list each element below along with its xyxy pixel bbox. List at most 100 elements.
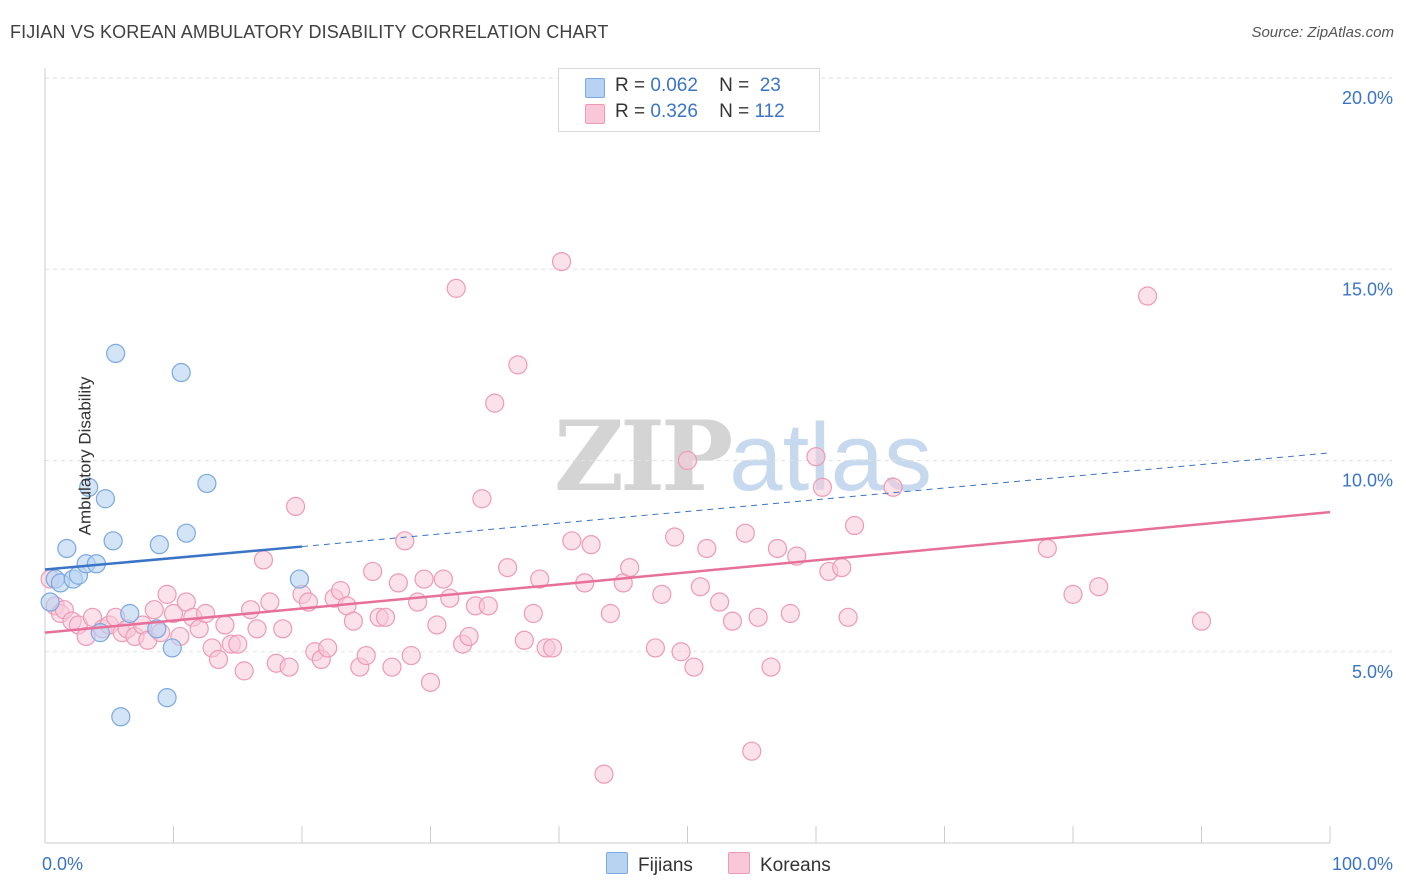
fijian-point <box>176 523 196 543</box>
fijians-n-value: 23 <box>759 75 781 96</box>
fijian-point <box>106 343 126 363</box>
korean-point <box>208 649 229 670</box>
korean-point <box>440 588 460 608</box>
korean-point <box>1063 584 1083 604</box>
korean-point <box>446 278 466 298</box>
korean-point <box>697 538 717 559</box>
x-tick-label: 0.0% <box>42 854 83 874</box>
korean-point <box>247 619 267 639</box>
source-label: Source: ZipAtlas.com <box>1251 24 1394 41</box>
korean-point <box>722 611 743 631</box>
chart-title: FIJIAN VS KOREAN AMBULATORY DISABILITY C… <box>10 22 609 42</box>
korean-point <box>761 657 781 677</box>
korean-point <box>163 603 184 624</box>
correlation-legend: R = 0.062 N = 23 R = 0.326 N = 112 <box>558 68 820 132</box>
korean-point <box>1089 577 1109 597</box>
korean-point <box>684 657 704 677</box>
fijians-r-value: 0.062 <box>650 75 698 96</box>
fijian-point <box>171 362 191 383</box>
korean-point <box>780 603 800 624</box>
fijian-point <box>111 707 131 727</box>
korean-point <box>408 592 428 612</box>
legend-koreans-swatch <box>728 852 750 874</box>
korean-point <box>812 477 833 497</box>
korean-point <box>401 645 421 666</box>
korean-point <box>767 538 788 559</box>
korean-point <box>363 561 383 582</box>
koreans-n-value: 112 <box>754 101 785 122</box>
korean-point <box>806 447 826 467</box>
korean-point <box>832 557 852 578</box>
korean-point <box>459 626 479 647</box>
fijian-point <box>120 603 140 624</box>
korean-point <box>742 741 762 761</box>
korean-point <box>844 515 865 536</box>
korean-point <box>1191 611 1212 631</box>
korean-point <box>228 634 248 654</box>
koreans-swatch <box>585 104 605 124</box>
korean-trend-line <box>44 510 1331 634</box>
fijian-point <box>157 688 177 708</box>
korean-point <box>671 642 691 662</box>
korean-point <box>215 615 235 635</box>
fijian-point <box>103 531 123 551</box>
korean-point <box>253 550 274 570</box>
legend-fijians-label: Fijians <box>638 855 693 876</box>
watermark: ZIPatlas <box>554 400 932 513</box>
koreans-r-value: 0.326 <box>650 101 698 122</box>
koreans-r-label: R = <box>615 101 646 122</box>
korean-point <box>652 584 672 604</box>
fijian-point <box>149 535 169 555</box>
fijian-trend-extension <box>301 452 1331 548</box>
legend-item-koreans: Koreans <box>728 852 831 877</box>
korean-point <box>472 489 492 509</box>
korean-point <box>234 661 254 681</box>
korean-point <box>551 252 572 272</box>
korean-point <box>279 657 299 677</box>
fijian-point <box>40 592 60 612</box>
fijians-r-label: R = <box>615 75 646 96</box>
korean-point <box>645 638 665 658</box>
korean-point <box>542 638 563 658</box>
korean-point <box>530 569 550 589</box>
y-tick-label: 5.0% <box>1352 662 1393 682</box>
korean-point <box>594 764 614 784</box>
y-tick-label: 20.0% <box>1342 88 1393 108</box>
korean-point <box>356 645 376 666</box>
korean-point <box>427 615 447 635</box>
korean-point <box>485 393 505 413</box>
korean-point <box>735 523 755 543</box>
fijian-point <box>57 538 77 559</box>
x-tick-label: 100.0% <box>1332 854 1393 874</box>
korean-point <box>318 638 338 658</box>
korean-point <box>498 557 518 578</box>
fijian-point <box>197 473 217 494</box>
fijian-point <box>147 619 167 639</box>
korean-point <box>665 527 685 547</box>
koreans-n-label: N = <box>719 101 750 122</box>
korean-point <box>414 569 434 589</box>
watermark-zip: ZIP <box>554 400 733 513</box>
korean-point <box>273 619 293 639</box>
korean-point <box>144 600 164 620</box>
korean-point <box>710 592 730 612</box>
fijian-trend-line <box>44 545 303 571</box>
korean-point <box>600 603 621 624</box>
legend-fijians-swatch <box>606 852 628 874</box>
korean-point <box>157 584 177 604</box>
koreans-stats: R = 0.326 N = 112 <box>615 101 785 123</box>
fijian-point <box>162 638 182 658</box>
fijian-point <box>95 489 115 509</box>
y-axis-label: Ambulatory Disability <box>75 376 95 536</box>
fijian-point <box>79 477 99 497</box>
korean-point <box>1037 538 1057 559</box>
fijian-point <box>289 569 310 589</box>
fijians-stats: R = 0.062 N = 23 <box>615 75 781 97</box>
korean-point <box>375 607 396 627</box>
legend-koreans-label: Koreans <box>760 855 831 876</box>
korean-point <box>382 657 402 677</box>
korean-point <box>508 355 528 375</box>
korean-point <box>1137 286 1158 306</box>
korean-point <box>395 531 415 551</box>
y-tick-label: 15.0% <box>1342 279 1393 299</box>
